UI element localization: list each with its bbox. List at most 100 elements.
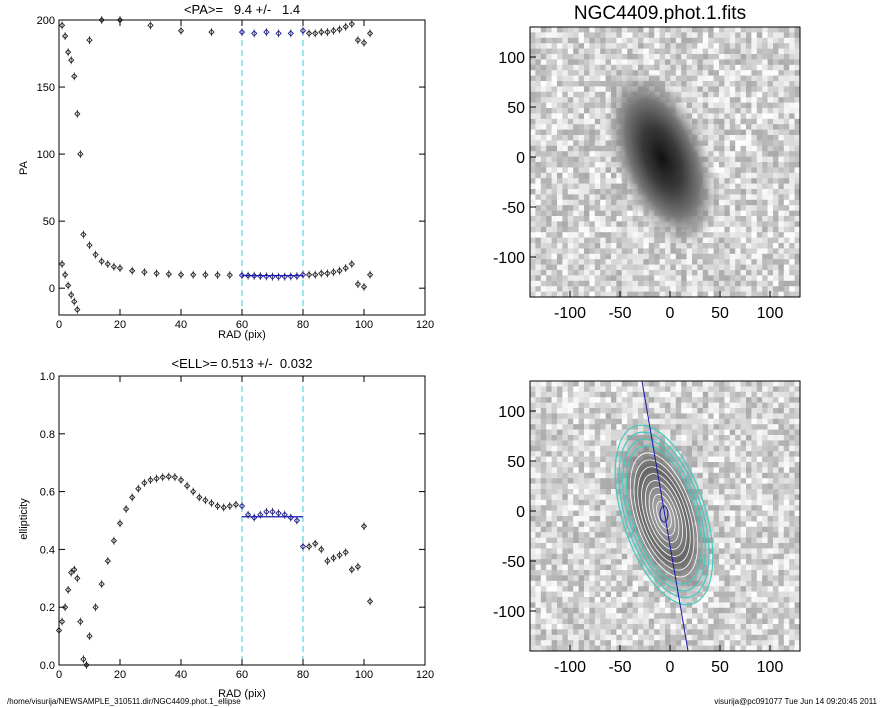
- noise-pixel: [794, 75, 800, 82]
- noise-pixel: [551, 586, 558, 592]
- noise-pixel: [605, 264, 612, 271]
- noise-pixel: [724, 86, 731, 93]
- noise-pixel: [600, 472, 606, 479]
- noise-pixel: [713, 402, 720, 409]
- noise-pixel: [632, 280, 639, 287]
- noise-pixel: [627, 291, 633, 297]
- noise-pixel: [648, 591, 655, 598]
- noise-pixel: [778, 237, 785, 244]
- noise-pixel: [783, 429, 790, 436]
- noise-pixel: [773, 32, 779, 39]
- noise-pixel: [697, 81, 704, 87]
- noise-pixel: [778, 59, 785, 66]
- noise-pixel: [562, 59, 569, 66]
- noise-pixel: [567, 494, 574, 501]
- noise-pixel: [735, 456, 741, 463]
- noise-pixel: [773, 418, 779, 425]
- noise-pixel: [746, 259, 752, 265]
- noise-pixel: [659, 259, 666, 265]
- noise-pixel: [794, 537, 800, 544]
- noise-pixel: [719, 553, 725, 560]
- noise-pixel: [540, 270, 547, 276]
- noise-pixel: [767, 183, 774, 190]
- noise-pixel: [783, 521, 790, 528]
- noise-pixel: [605, 145, 612, 152]
- noise-pixel: [530, 264, 536, 271]
- noise-pixel: [616, 59, 623, 66]
- noise-pixel: [767, 113, 774, 120]
- noise-pixel: [724, 408, 731, 414]
- noise-pixel: [557, 237, 563, 244]
- noise-pixel: [594, 183, 601, 190]
- noise-pixel: [578, 510, 585, 517]
- noise-pixel: [778, 559, 785, 565]
- noise-pixel: [567, 97, 574, 103]
- noise-pixel: [573, 27, 579, 33]
- noise-pixel: [713, 151, 720, 157]
- noise-pixel: [751, 586, 758, 592]
- noise-pixel: [594, 54, 601, 60]
- noise-pixel: [756, 451, 763, 457]
- noise-pixel: [719, 381, 725, 387]
- noise-pixel: [584, 156, 590, 163]
- noise-pixel: [708, 118, 714, 125]
- noise-pixel: [535, 402, 542, 409]
- noise-pixel: [551, 70, 558, 76]
- noise-pixel: [697, 97, 704, 103]
- noise-pixel: [535, 81, 542, 87]
- noise-pixel: [535, 386, 542, 393]
- noise-pixel: [729, 472, 736, 479]
- noise-pixel: [686, 424, 693, 430]
- noise-pixel: [611, 543, 617, 549]
- noise-pixel: [557, 210, 563, 217]
- data-point-s1-1: [98, 16, 105, 24]
- noise-pixel: [540, 237, 547, 244]
- noise-pixel: [778, 408, 785, 414]
- noise-pixel: [729, 548, 736, 555]
- noise-pixel: [778, 462, 785, 468]
- noise-pixel: [670, 280, 677, 287]
- noise-pixel: [735, 580, 741, 587]
- noise-pixel: [675, 48, 682, 55]
- noise-pixel: [789, 226, 795, 233]
- noise-pixel: [778, 537, 785, 544]
- noise-pixel: [708, 27, 714, 33]
- noise-pixel: [729, 553, 736, 560]
- noise-pixel: [594, 91, 601, 98]
- noise-pixel: [729, 521, 736, 528]
- noise-pixel: [708, 113, 714, 120]
- noise-pixel: [794, 210, 800, 217]
- noise-pixel: [573, 413, 579, 420]
- noise-pixel: [719, 70, 725, 76]
- noise-pixel: [762, 37, 768, 44]
- noise-pixel: [670, 270, 677, 276]
- noise-pixel: [546, 397, 552, 403]
- noise-pixel: [724, 167, 731, 174]
- noise-pixel: [557, 178, 563, 184]
- noise-pixel: [686, 386, 693, 393]
- noise-pixel: [589, 108, 596, 114]
- noise-pixel: [783, 37, 790, 44]
- noise-pixel: [783, 253, 790, 260]
- noise-pixel: [627, 570, 633, 576]
- noise-pixel: [535, 113, 542, 120]
- noise-pixel: [756, 113, 763, 120]
- noise-pixel: [584, 129, 590, 136]
- noise-pixel: [783, 243, 790, 249]
- noise-pixel: [600, 232, 606, 238]
- noise-pixel: [719, 510, 725, 517]
- noise-pixel: [557, 435, 563, 441]
- noise-pixel: [551, 194, 558, 201]
- noise-pixel: [729, 205, 736, 211]
- noise-pixel: [783, 445, 790, 452]
- noise-pixel: [735, 597, 741, 603]
- noise-pixel: [540, 408, 547, 414]
- noise-pixel: [578, 172, 585, 179]
- y-tick-label: 50: [507, 100, 525, 117]
- noise-pixel: [659, 386, 666, 393]
- noise-pixel: [735, 386, 741, 393]
- noise-pixel: [540, 537, 547, 544]
- noise-pixel: [557, 32, 563, 39]
- noise-pixel: [740, 172, 747, 179]
- noise-pixel: [540, 91, 547, 98]
